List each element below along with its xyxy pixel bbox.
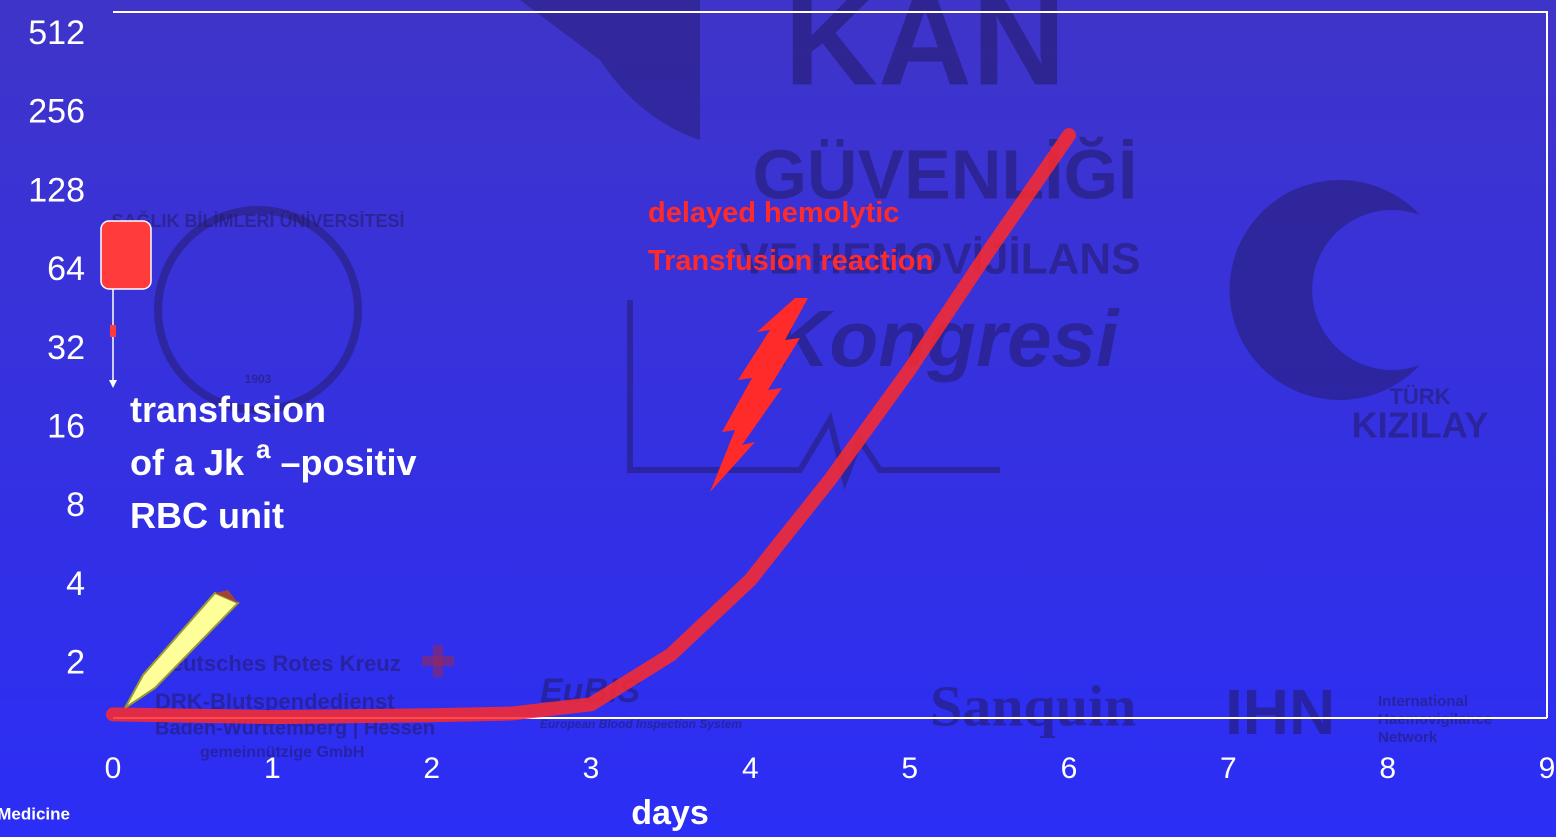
cross <box>433 645 443 677</box>
footer: usion Medicine <box>0 804 70 823</box>
watermark: Sanquin <box>930 673 1136 738</box>
x-tick-label: 6 <box>1061 752 1078 785</box>
bag-shape <box>520 0 700 140</box>
seal <box>154 206 362 414</box>
annotation-text: RBC unit <box>130 495 284 536</box>
watermark: VE HEMOVİJİLANS <box>740 235 1141 284</box>
annotation: transfusion of a Jk a –positiv RBC unit <box>130 389 417 536</box>
data-line <box>106 128 1076 725</box>
watermark: KAN <box>784 0 1066 112</box>
watermark: IHN <box>1225 676 1335 748</box>
y-tick-label: 16 <box>47 408 85 446</box>
watermark: gemeinnützige GmbH <box>200 744 364 761</box>
x-tick-label: 8 <box>1379 752 1396 785</box>
x-tick-label: 9 <box>1539 752 1556 785</box>
x-tick-label: 7 <box>1220 752 1237 785</box>
annotation: delayed hemolytic Transfusion reaction <box>648 197 933 277</box>
y-tick-label: 32 <box>47 329 85 367</box>
watermark: Network <box>1378 729 1438 746</box>
x-tick-label: 0 <box>105 752 122 785</box>
pencil-tip <box>215 590 238 603</box>
x-tick-label: 3 <box>583 752 600 785</box>
x-axis-label: days <box>631 794 709 832</box>
blood-bag-icon <box>100 220 152 290</box>
y-tick-label: 8 <box>66 486 85 524</box>
watermark: International <box>1378 693 1468 710</box>
watermark: European Blood Inspection System <box>540 717 742 731</box>
y-tick-label: 256 <box>28 93 85 131</box>
x-tick-label: 1 <box>264 752 281 785</box>
lightning-icon <box>710 298 808 492</box>
watermarks: KAN GÜVENLİĞİ VE HEMOVİJİLANS Kongresi T… <box>111 0 1492 761</box>
annotation-text: Transfusion reaction <box>648 245 933 277</box>
y-tick-label: 2 <box>66 644 85 682</box>
watermark: SAĞLIK BİLİMLERİ ÜNİVERSİTESİ <box>111 210 404 231</box>
watermark: 1903 <box>245 372 272 386</box>
y-tick-label: 512 <box>28 14 85 52</box>
watermark: Haemovigilance <box>1378 711 1492 728</box>
arrow-head <box>109 380 117 388</box>
annotation-text: a <box>256 434 271 464</box>
annotation-text: –positiv <box>281 442 417 483</box>
x-tick-label: 2 <box>423 752 440 785</box>
x-tick-label: 5 <box>901 752 918 785</box>
heartbeat <box>627 300 1000 491</box>
annotation-text: transfusion <box>130 389 326 430</box>
annotation-text: of a Jk <box>130 442 245 483</box>
watermark: Deutsches Rotes Kreuz <box>155 651 401 676</box>
crescent <box>1229 179 1420 400</box>
watermark: TÜRK <box>1389 384 1450 409</box>
annotation-text: delayed hemolytic <box>648 197 899 229</box>
x-tick-label: 4 <box>742 752 759 785</box>
y-tick-label: 64 <box>47 250 85 288</box>
drip <box>110 325 116 337</box>
plot-frame <box>113 11 1548 718</box>
watermark: GÜVENLİĞİ <box>752 135 1137 213</box>
watermark: KIZILAY <box>1352 405 1489 446</box>
y-tick-label: 4 <box>66 565 85 603</box>
y-tick-label: 128 <box>28 171 85 209</box>
